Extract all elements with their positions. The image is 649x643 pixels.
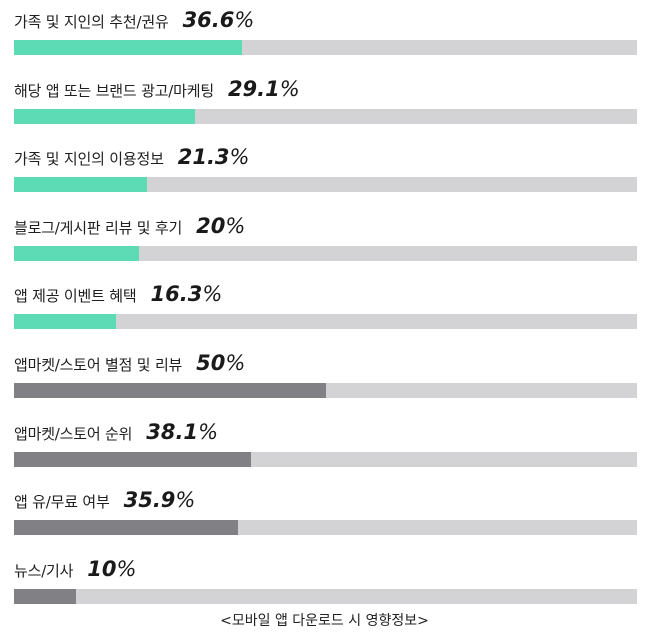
value-label: 35.9% [124, 488, 196, 512]
value-label: 38.1% [146, 420, 218, 444]
chart-caption: <모바일 앱 다운로드 시 영향정보> [220, 613, 429, 629]
value-number: 21.3 [177, 145, 230, 170]
bar [14, 383, 326, 398]
value-number: 16.3 [150, 282, 203, 307]
bar-track [14, 108, 637, 124]
bar [14, 108, 196, 124]
category-label: 가족 및 지인의 이용정보 [14, 150, 164, 169]
bar-row: 가족 및 지인의 이용정보 21.3% [14, 145, 637, 203]
bar-label-line: 앱 제공 이벤트 혜택 16.3% [14, 282, 222, 314]
bar [14, 520, 238, 536]
value-number: 10 [87, 556, 117, 581]
bar-label-line: 가족 및 지인의 추천/권유 36.6% [14, 8, 254, 40]
bar [14, 40, 243, 55]
bar-label-line: 가족 및 지인의 이용정보 21.3% [14, 145, 250, 177]
value-unit: % [198, 419, 219, 444]
value-unit: % [202, 282, 223, 307]
bar-track [14, 314, 637, 330]
value-label: 16.3% [151, 282, 223, 306]
value-unit: % [279, 76, 300, 101]
category-label: 해당 앱 또는 브랜드 광고/마케팅 [14, 81, 214, 100]
category-label: 앱마켓/스토어 별점 및 리뷰 [14, 356, 183, 374]
value-label: 50% [196, 351, 245, 375]
value-number: 29.1 [227, 76, 280, 101]
value-unit: % [225, 213, 246, 238]
bar-row: 앱마켓/스토어 순위 38.1% [14, 420, 637, 478]
value-label: 21.3% [178, 145, 250, 169]
bar-track [14, 588, 637, 604]
value-label: 36.6% [183, 8, 255, 32]
bar-label-line: 앱 유/무료 여부 35.9% [14, 488, 195, 520]
bar-track [14, 520, 637, 536]
value-unit: % [229, 145, 250, 170]
category-label: 앱 유/무료 여부 [14, 493, 110, 512]
bar-label-line: 블로그/게시판 리뷰 및 후기 20% [14, 214, 245, 246]
bar-track [14, 177, 637, 193]
bar-track [14, 245, 637, 261]
value-number: 20 [196, 213, 226, 238]
bar-label-line: 뉴스/기사 10% [14, 557, 136, 589]
bar [14, 451, 252, 467]
category-label: 앱마켓/스토어 순위 [14, 424, 133, 443]
value-number: 50 [196, 351, 226, 375]
value-number: 36.6 [182, 8, 235, 32]
bar-row: 블로그/게시판 리뷰 및 후기 20% [14, 214, 637, 272]
bar [14, 177, 147, 193]
bar-track [14, 40, 637, 55]
category-label: 블로그/게시판 리뷰 및 후기 [14, 218, 183, 237]
bar [14, 245, 139, 261]
bar [14, 588, 77, 604]
bar-row: 뉴스/기사 10% [14, 557, 637, 615]
category-label: 가족 및 지인의 추천/권유 [14, 13, 169, 31]
value-number: 35.9 [123, 488, 176, 513]
value-label: 29.1% [228, 77, 300, 101]
value-unit: % [116, 556, 137, 581]
value-unit: % [175, 488, 196, 513]
bar-track [14, 383, 637, 398]
bar-label-line: 해당 앱 또는 브랜드 광고/마케팅 29.1% [14, 77, 300, 109]
bar-row: 해당 앱 또는 브랜드 광고/마케팅 29.1% [14, 77, 637, 135]
bar [14, 314, 116, 330]
category-label: 앱 제공 이벤트 혜택 [14, 287, 137, 306]
bar-row: 앱마켓/스토어 별점 및 리뷰 50% [14, 351, 637, 409]
bar-track [14, 451, 637, 467]
category-label: 뉴스/기사 [14, 561, 74, 580]
bar-row: 앱 제공 이벤트 혜택 16.3% [14, 282, 637, 340]
value-label: 10% [87, 557, 136, 581]
bar-label-line: 앱마켓/스토어 별점 및 리뷰 50% [14, 351, 245, 383]
value-number: 38.1 [146, 419, 199, 444]
value-unit: % [225, 351, 246, 375]
bar-row: 가족 및 지인의 추천/권유 36.6% [14, 8, 637, 66]
bar-row: 앱 유/무료 여부 35.9% [14, 488, 637, 546]
value-label: 20% [196, 214, 245, 238]
value-unit: % [234, 8, 255, 32]
bar-label-line: 앱마켓/스토어 순위 38.1% [14, 420, 218, 452]
